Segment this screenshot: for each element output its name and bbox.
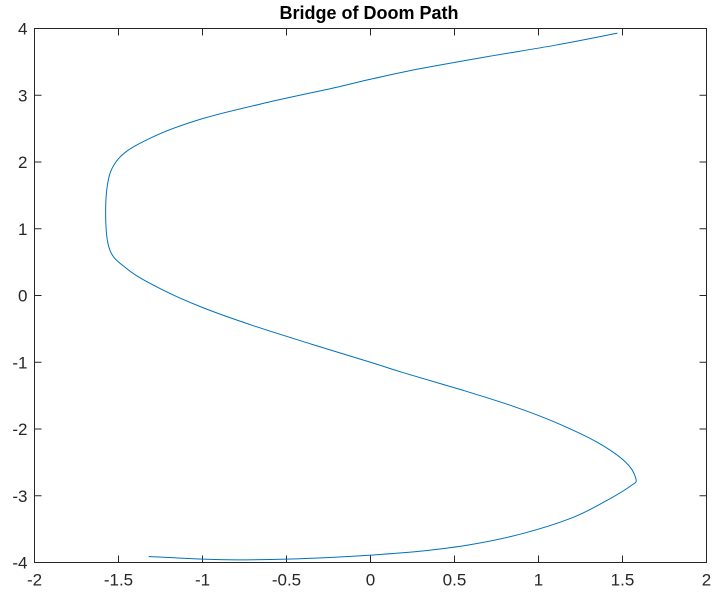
series-line-0 (105, 32, 637, 561)
x-tick-label: 1 (534, 571, 543, 590)
y-tick-label: -3 (12, 487, 27, 506)
x-tick-label: 2 (702, 571, 711, 590)
y-tick-label: -2 (12, 420, 27, 439)
y-tick-label: -1 (12, 353, 27, 372)
y-tick-label: 1 (18, 220, 27, 239)
x-tick-labels: -2 -1.5 -1 -0.5 0 0.5 1 1.5 2 (27, 571, 711, 590)
x-tick-label: 0.5 (443, 571, 467, 590)
x-tick-label: 1.5 (611, 571, 635, 590)
chart-title: Bridge of Doom Path (280, 3, 459, 23)
y-tick-label: 0 (18, 287, 27, 306)
x-tick-label: -0.5 (272, 571, 301, 590)
x-tick-label: -1.5 (104, 571, 133, 590)
y-tick-label: 2 (18, 153, 27, 172)
y-tick-labels: -4 -3 -2 -1 0 1 2 3 4 (12, 20, 27, 573)
x-tick-label: 0 (366, 571, 375, 590)
y-tick-label: -4 (12, 554, 27, 573)
y-tick-label: 3 (18, 86, 27, 105)
x-tick-label: -1 (195, 571, 210, 590)
series-layer (105, 32, 637, 561)
tick-marks (34, 28, 707, 563)
y-tick-label: 4 (18, 20, 27, 39)
x-tick-label: -2 (27, 571, 42, 590)
